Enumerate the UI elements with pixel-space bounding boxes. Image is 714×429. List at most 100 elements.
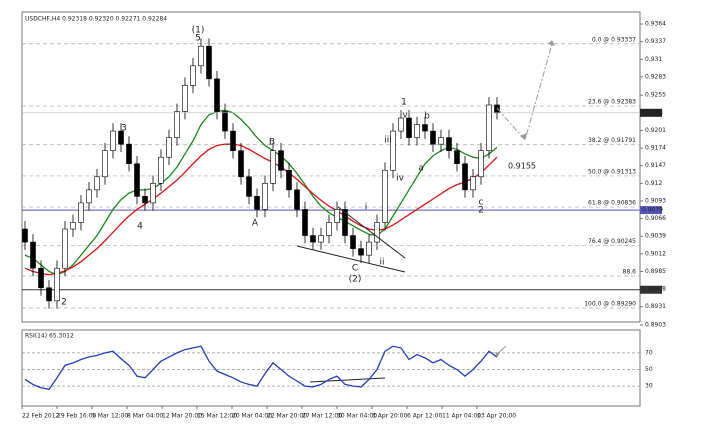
wave-label: 2 (478, 206, 484, 216)
candle-body (470, 176, 476, 191)
fib-label: 100.0 @ 0.89290 (584, 301, 636, 308)
x-tick-label: 6 Apr 12:00 (407, 413, 442, 420)
wave-label: 2 (61, 298, 67, 308)
moving-average (24, 143, 498, 276)
y-tick-label: 0.9066 (645, 215, 666, 222)
candle-body (38, 267, 44, 289)
fib-label: 76.4 @ 0.90245 (588, 238, 636, 245)
y-tick-label: 0.9174 (645, 145, 666, 152)
wave-label: 4 (137, 222, 143, 232)
x-tick-label: 8 Mar 04:00 (127, 413, 163, 420)
candle-body (350, 235, 356, 249)
wave-label: B (269, 138, 275, 148)
candle-body (302, 209, 308, 236)
candle-body (270, 150, 276, 184)
arrow-head (548, 40, 555, 46)
candle-body (342, 209, 348, 236)
x-tick-label: 30 Mar 04:00 (337, 413, 377, 420)
candle-body (430, 130, 436, 145)
arrow-head (520, 133, 527, 140)
y-tick-label: 0.9201 (645, 127, 666, 134)
fib-label: 23.6 @ 0.92383 (588, 99, 636, 106)
candle-body (310, 235, 316, 243)
x-tick-label: 11 Apr 04:00 (442, 413, 481, 420)
trendline (309, 377, 386, 383)
x-tick-label: 3 Apr 20:00 (372, 413, 407, 420)
candle-body (446, 137, 452, 151)
price-panel (21, 11, 641, 323)
candle-body (326, 222, 332, 236)
candle-body (118, 130, 124, 145)
wave-label: iv (396, 174, 405, 184)
rsi-panel (21, 329, 641, 407)
rsi-title: RSI(14) 65.3012 (25, 333, 74, 340)
candle-body (454, 150, 460, 165)
level-label: 0.8957 (642, 286, 663, 293)
candle-body (494, 104, 500, 114)
candle-body (374, 222, 380, 243)
projection-arrow (496, 43, 553, 142)
last-price-label: 0.9228 (642, 109, 663, 116)
rsi-tick-label: 50 (645, 366, 653, 373)
candle-body (382, 169, 388, 223)
candle-body (230, 130, 236, 151)
last-price-box (640, 108, 662, 117)
candle-body (54, 267, 60, 302)
wave-label: c (479, 198, 484, 208)
moving-average (24, 109, 498, 276)
candle-body (398, 117, 404, 132)
candle-body (406, 117, 412, 138)
candle-body (182, 85, 188, 112)
candle-body (422, 124, 428, 132)
candle-body (414, 124, 420, 138)
y-tick-label: 0.8931 (645, 303, 666, 310)
y-tick-label: 0.9337 (645, 38, 666, 45)
candle-body (206, 45, 212, 80)
fib-label: 50.0 @ 0.91313 (588, 168, 636, 175)
x-tick-label: 5 Mar 12:00 (92, 413, 128, 420)
candle-body (246, 176, 252, 197)
chart-title: USDCHF,H4 0.92318 0.92320 0.92271 0.9228… (25, 16, 167, 23)
candle-body (134, 163, 140, 197)
candle-body (78, 202, 84, 223)
candle-body (110, 130, 116, 151)
wave-label: 3 (121, 124, 127, 134)
candle-body (94, 176, 100, 191)
candle-body (486, 104, 492, 151)
candle-body (86, 189, 92, 204)
trendline (337, 206, 406, 259)
x-tick-label: 22 Mar 20:00 (267, 413, 307, 420)
x-tick-label: 15 Mar 12:00 (197, 413, 237, 420)
wave-label: v (402, 111, 408, 121)
rsi-line (24, 345, 498, 391)
wave-label: A (252, 219, 259, 229)
candle-body (214, 78, 220, 112)
rsi-tick-label: 70 (645, 349, 653, 356)
candle-body (238, 150, 244, 178)
y-tick-label: 0.912 (645, 180, 662, 187)
fib-label: 88.6 (623, 269, 637, 276)
wave-label: a (418, 164, 424, 174)
x-tick-label: 20 Mar 04:00 (232, 413, 272, 420)
candle-body (102, 150, 108, 178)
candle-body (366, 241, 372, 256)
y-tick-label: 0.9012 (645, 250, 666, 257)
wave-label: iii (384, 136, 392, 146)
wave-label: b (424, 112, 430, 122)
candle-body (22, 228, 28, 243)
candle-body (46, 287, 52, 302)
candle-body (158, 156, 164, 184)
candle-body (478, 150, 484, 178)
wave-label: 0.9155 (508, 162, 536, 171)
fib-label: 61.8 @ 0.90836 (588, 200, 636, 207)
wave-label: ii (379, 258, 384, 268)
wave-label: i (365, 203, 368, 213)
candle-body (294, 189, 300, 210)
y-tick-label: 0.9039 (645, 233, 666, 240)
x-tick-label: 12 Mar 20:00 (162, 413, 202, 420)
wave-label: 1 (401, 98, 407, 108)
level-box (640, 285, 662, 294)
rsi-tick-label: 30 (645, 383, 653, 390)
candle-body (254, 196, 260, 210)
